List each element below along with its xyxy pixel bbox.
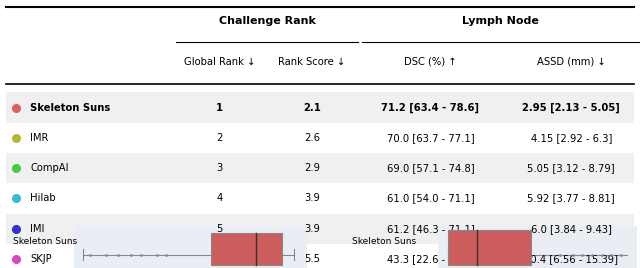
Text: Hilab: Hilab bbox=[30, 193, 56, 203]
Bar bbox=[6, 123, 634, 153]
Text: Skeleton Suns: Skeleton Suns bbox=[13, 237, 77, 246]
Text: Skeleton Suns: Skeleton Suns bbox=[352, 237, 416, 246]
Text: ASSD (mm) ↓: ASSD (mm) ↓ bbox=[537, 57, 605, 67]
Text: 3.9: 3.9 bbox=[304, 193, 320, 203]
Bar bbox=[6, 92, 634, 123]
Text: 4: 4 bbox=[216, 193, 222, 203]
Text: SKJP: SKJP bbox=[30, 254, 52, 264]
Text: 6.0 [3.84 - 9.43]: 6.0 [3.84 - 9.43] bbox=[531, 224, 612, 234]
Text: 2.95 [2.13 - 5.05]: 2.95 [2.13 - 5.05] bbox=[522, 102, 620, 113]
Text: 5.05 [3.12 - 8.79]: 5.05 [3.12 - 8.79] bbox=[527, 163, 615, 173]
Text: DSC (%) ↑: DSC (%) ↑ bbox=[404, 57, 457, 67]
Text: Rank Score ↓: Rank Score ↓ bbox=[278, 57, 346, 67]
Text: 2.9: 2.9 bbox=[304, 163, 320, 173]
Text: 69.0 [57.1 - 74.8]: 69.0 [57.1 - 74.8] bbox=[387, 163, 474, 173]
Text: 4.15 [2.92 - 6.3]: 4.15 [2.92 - 6.3] bbox=[531, 133, 612, 143]
Text: Challenge Rank: Challenge Rank bbox=[219, 16, 316, 27]
Text: 3.9: 3.9 bbox=[304, 224, 320, 234]
Text: 61.0 [54.0 - 71.1]: 61.0 [54.0 - 71.1] bbox=[387, 193, 474, 203]
Text: 2.1: 2.1 bbox=[303, 103, 321, 113]
Text: 5.92 [3.77 - 8.81]: 5.92 [3.77 - 8.81] bbox=[527, 193, 615, 203]
Text: 43.3 [22.6 - 56.6]: 43.3 [22.6 - 56.6] bbox=[387, 254, 474, 264]
Text: 10.4 [6.56 - 15.39]: 10.4 [6.56 - 15.39] bbox=[524, 254, 618, 264]
Text: CompAI: CompAI bbox=[30, 163, 68, 173]
Text: 5: 5 bbox=[216, 224, 222, 234]
Text: 6: 6 bbox=[216, 254, 222, 264]
Text: 3: 3 bbox=[216, 163, 222, 173]
Bar bbox=[438, 226, 637, 268]
Text: 71.2 [63.4 - 78.6]: 71.2 [63.4 - 78.6] bbox=[381, 102, 479, 113]
Text: 70.0 [63.7 - 77.1]: 70.0 [63.7 - 77.1] bbox=[387, 133, 474, 143]
Text: 5.5: 5.5 bbox=[304, 254, 320, 264]
Text: 1: 1 bbox=[216, 103, 223, 113]
Bar bbox=[448, 230, 531, 265]
Text: 61.2 [46.3 - 71.1]: 61.2 [46.3 - 71.1] bbox=[387, 224, 474, 234]
Text: IMR: IMR bbox=[30, 133, 49, 143]
Bar bbox=[6, 153, 634, 183]
Bar bbox=[6, 183, 634, 214]
Bar bbox=[6, 244, 634, 268]
Text: 2.6: 2.6 bbox=[304, 133, 320, 143]
Text: IMI: IMI bbox=[30, 224, 44, 234]
Text: 2: 2 bbox=[216, 133, 222, 143]
Text: Global Rank ↓: Global Rank ↓ bbox=[184, 57, 255, 67]
Bar bbox=[6, 214, 634, 244]
Text: Lymph Node: Lymph Node bbox=[462, 16, 540, 27]
Bar bbox=[211, 233, 282, 265]
Bar bbox=[74, 226, 307, 268]
Text: Skeleton Suns: Skeleton Suns bbox=[30, 103, 110, 113]
